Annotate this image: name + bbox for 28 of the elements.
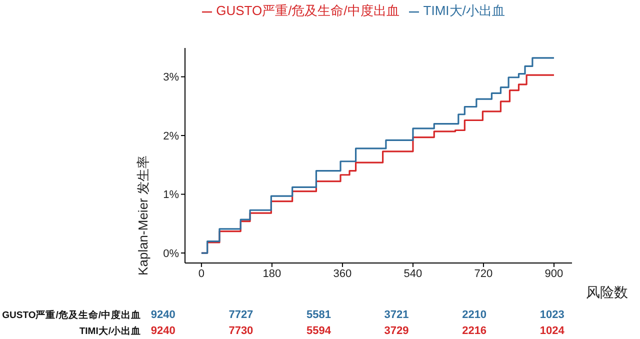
y-tick-label: 0%: [163, 248, 180, 260]
text: 5594: [306, 325, 332, 337]
text: 风险数: [586, 284, 628, 300]
x-tick-label: 0: [198, 268, 205, 280]
text: GUSTO严重/危及生命/中度出血: [2, 309, 141, 321]
text: 2216: [462, 325, 487, 337]
text: 1023: [540, 309, 564, 321]
text: 5581: [306, 309, 331, 321]
x-tick-label: 900: [544, 268, 564, 280]
x-tick-label: 360: [333, 268, 352, 280]
legend-label: TIMI大/小出血: [423, 3, 505, 18]
text: 2210: [462, 309, 487, 321]
text: 3729: [384, 325, 409, 337]
x-tick-label: 720: [474, 268, 493, 280]
text: 9240: [150, 309, 176, 321]
text: 9240: [150, 325, 176, 337]
text: 1024: [540, 325, 566, 337]
y-tick-label: 3%: [163, 72, 180, 84]
text: 3721: [384, 309, 409, 321]
y-tick-label: 1%: [163, 189, 180, 202]
text: 7730: [228, 325, 254, 337]
y-tick-label: 2%: [163, 130, 180, 142]
text: TIMI大/小出血: [79, 325, 141, 337]
legend-label: GUSTO严重/危及生命/中度出血: [216, 3, 400, 18]
x-tick-label: 540: [404, 268, 422, 280]
x-tick-label: 180: [262, 268, 282, 280]
y-axis-title: Kaplan-Meier 发生率: [136, 156, 151, 276]
text: 7727: [228, 309, 254, 321]
